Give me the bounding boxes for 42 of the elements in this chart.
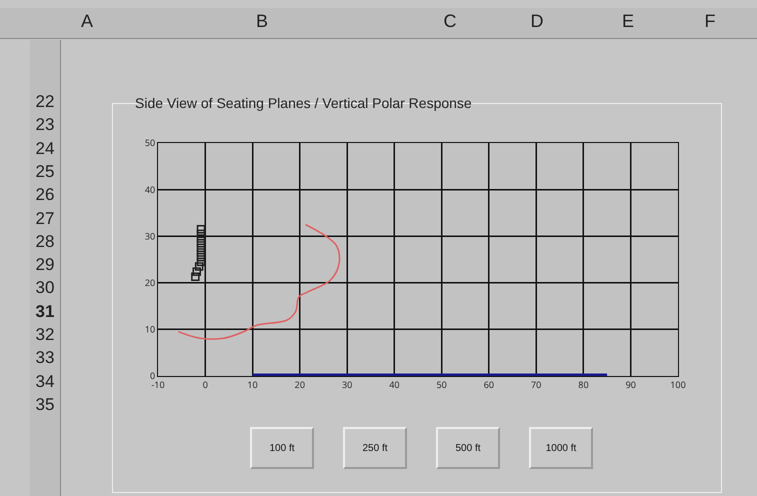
x-tick-label: 10	[247, 378, 258, 391]
text: A	[80, 11, 94, 32]
x-tick-label: 30	[342, 378, 352, 391]
text: C	[442, 11, 458, 32]
x-tick-label: 60	[484, 378, 494, 391]
text: 29	[34, 255, 56, 276]
x-tick-label: 0	[202, 378, 208, 391]
text: 100 ft	[250, 427, 314, 469]
x-tick-label: 20	[294, 378, 305, 391]
text: 27	[34, 208, 56, 228]
text: 35	[34, 394, 56, 415]
text: 23	[34, 115, 56, 136]
x-tick-label: 90	[626, 378, 636, 391]
text: 34	[34, 372, 56, 392]
text: 250 ft	[343, 427, 407, 469]
text: D	[530, 11, 544, 32]
y-tick-label: 40	[144, 182, 156, 196]
chart-title: Side View of Seating Planes / Vertical Polar Response	[135, 94, 472, 111]
text: B	[254, 11, 269, 32]
text: 32	[34, 325, 56, 345]
text: 30	[34, 278, 56, 298]
text: 31	[34, 302, 56, 322]
text: 25	[34, 162, 56, 182]
x-tick-label: 100	[670, 378, 686, 391]
x-tick-label: 80	[578, 378, 589, 391]
line-series	[178, 224, 340, 340]
text: E	[620, 11, 635, 32]
x-tick-label: 70	[531, 378, 542, 391]
y-tick-label: 20	[144, 276, 156, 289]
text: 22	[34, 92, 56, 112]
text: 28	[34, 232, 56, 252]
y-tick-label: 30	[144, 229, 156, 242]
text: 26	[34, 185, 56, 206]
text: 1000 ft	[529, 427, 593, 469]
x-tick-label: 50	[436, 378, 447, 391]
text: 33	[34, 348, 56, 368]
y-tick-label: 50	[144, 136, 156, 150]
text: 24	[34, 138, 56, 159]
y-tick-label: 10	[144, 322, 156, 336]
text: F	[704, 11, 716, 32]
text: 500 ft	[436, 427, 500, 469]
x-tick-label: 40	[389, 378, 400, 391]
